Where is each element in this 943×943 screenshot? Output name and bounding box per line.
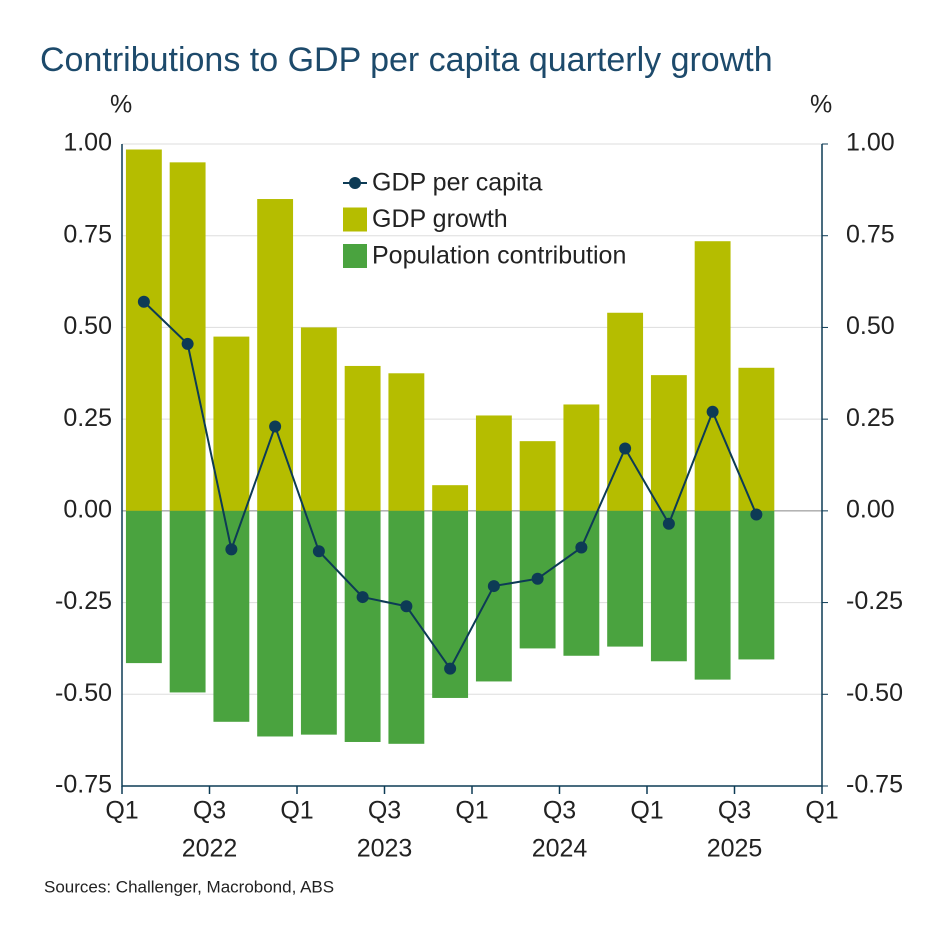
line-point: [444, 662, 457, 675]
y2-tick-label: -0.50: [846, 679, 903, 707]
bar: [738, 367, 775, 511]
line-point: [181, 337, 194, 350]
bar: [475, 415, 512, 511]
bar: [650, 510, 687, 662]
y-tick-label: 0.25: [63, 404, 112, 432]
bar: [169, 162, 206, 511]
x-tick-label: Q3: [718, 797, 751, 825]
legend-label: GDP per capita: [372, 169, 543, 197]
bar: [738, 510, 775, 660]
bar: [125, 510, 162, 664]
bar: [563, 510, 600, 656]
x-tick-label: Q1: [805, 797, 838, 825]
bar: [694, 241, 731, 511]
bar: [257, 510, 294, 737]
line-point: [225, 543, 238, 556]
bar: [169, 510, 206, 693]
y-tick-label: -0.75: [55, 771, 112, 799]
y2-tick-label: -0.25: [846, 587, 903, 615]
chart-title: Contributions to GDP per capita quarterl…: [40, 41, 773, 79]
line-point: [531, 572, 544, 585]
line-point: [662, 517, 675, 530]
legend-label: GDP growth: [372, 205, 508, 233]
bar: [607, 510, 644, 647]
legend-label: Population contribution: [372, 242, 626, 270]
x-tick-label: Q3: [543, 797, 576, 825]
bar: [300, 327, 337, 511]
line-point: [487, 580, 500, 593]
bar: [475, 510, 512, 682]
y-tick-label: -0.25: [55, 587, 112, 615]
y2-tick-label: 0.00: [846, 495, 895, 523]
y2-tick-label: -0.75: [846, 771, 903, 799]
x-tick-label: Q3: [193, 797, 226, 825]
year-label: 2022: [182, 835, 238, 863]
bar: [607, 312, 644, 511]
bar: [519, 441, 556, 511]
x-tick-label: Q1: [630, 797, 663, 825]
line-point: [575, 541, 588, 554]
bar: [344, 510, 381, 742]
year-label: 2024: [532, 835, 588, 863]
bar: [432, 485, 469, 511]
x-tick-label: Q1: [455, 797, 488, 825]
bar: [694, 510, 731, 680]
line-point: [750, 508, 763, 521]
line-point: [269, 420, 282, 433]
y2-tick-label: 0.25: [846, 404, 895, 432]
line-point: [356, 591, 369, 604]
x-tick-label: Q1: [280, 797, 313, 825]
legend-swatch: [343, 244, 367, 268]
line-point: [619, 442, 632, 455]
legend-marker: [349, 177, 361, 189]
bar: [388, 373, 425, 511]
bar: [213, 510, 250, 722]
y-tick-label: 0.50: [63, 312, 112, 340]
y2-axis-label: %: [810, 91, 832, 119]
line-point: [137, 295, 150, 308]
x-tick-label: Q3: [368, 797, 401, 825]
line-point: [706, 405, 719, 418]
bar: [650, 375, 687, 511]
x-tick-label: Q1: [105, 797, 138, 825]
y-tick-label: 0.75: [63, 220, 112, 248]
y-tick-label: 0.00: [63, 495, 112, 523]
source-note: Sources: Challenger, Macrobond, ABS: [44, 877, 334, 896]
y-axis-label: %: [110, 91, 132, 119]
bar: [125, 149, 162, 511]
year-label: 2023: [357, 835, 413, 863]
y-tick-label: -0.50: [55, 679, 112, 707]
line-point: [400, 600, 413, 613]
bar: [300, 510, 337, 735]
y2-tick-label: 0.50: [846, 312, 895, 340]
bar: [563, 404, 600, 511]
bar: [388, 510, 425, 744]
year-label: 2025: [707, 835, 763, 863]
bar: [344, 365, 381, 511]
bar: [213, 336, 250, 511]
y2-tick-label: 1.00: [846, 129, 895, 157]
y2-tick-label: 0.75: [846, 220, 895, 248]
y-tick-label: 1.00: [63, 129, 112, 157]
legend-swatch: [343, 207, 367, 232]
line-point: [312, 545, 325, 558]
